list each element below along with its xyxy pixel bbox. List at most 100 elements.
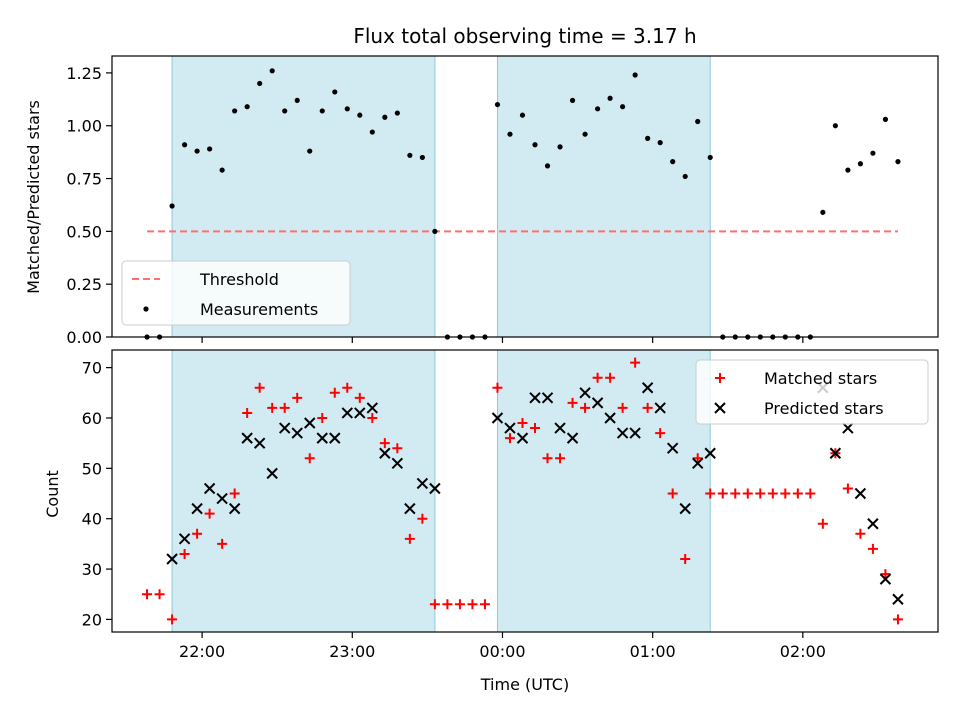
matched-star-marker [179,548,190,559]
legend-label: Predicted stars [764,399,884,418]
measurement-point [845,167,851,173]
measurement-point [344,106,350,112]
measurement-point [407,152,413,158]
measurement-point [394,110,400,116]
measurement-point [219,167,225,173]
matched-star-marker [580,402,591,413]
bottom-y-tick-label: 30 [82,560,102,579]
legend-box [695,359,929,425]
legend-predicted-swatch [714,402,726,414]
measurement-point [557,144,563,150]
matched-star-marker [142,589,153,600]
measurement-point [307,148,313,154]
bottom-y-tick-label: 20 [82,610,102,629]
measurement-point [820,209,826,215]
bottom-y-tick-label: 40 [82,510,102,529]
legend-label: Threshold [199,270,279,289]
matched-star-marker [655,428,666,439]
predicted-star-marker [679,502,691,515]
matched-star-marker [279,402,290,413]
predicted-star-marker [892,593,904,605]
matched-star-marker [317,412,328,423]
matched-star-marker [780,488,791,499]
matched-star-marker [242,407,253,418]
predicted-star-marker [616,427,629,439]
matched-star-marker [342,382,353,393]
matched-star-marker [229,488,240,499]
top-y-tick-label: 1.25 [66,64,102,83]
measurement-point [532,142,538,148]
matched-star-marker [492,382,503,393]
bottom-shaded-interval-1 [171,349,436,633]
measurement-point [244,104,250,110]
predicted-star-marker [541,392,554,404]
bottom-x-tick-label: 22:00 [179,642,225,661]
measurement-point [519,112,526,118]
measurement-point [645,135,651,141]
predicted-star-marker [579,387,591,399]
measurement-point [194,148,200,154]
predicted-star-marker [429,482,441,495]
matched-star-marker [642,402,653,413]
matched-star-marker [542,453,553,464]
predicted-star-marker [666,442,679,454]
matched-star-marker [467,599,478,610]
matched-star-marker [204,508,215,519]
measurement-point [357,112,363,118]
measurement-point [695,118,701,125]
matched-star-marker [217,538,228,549]
matched-star-marker [792,488,803,499]
predicted-star-marker [329,432,341,444]
predicted-star-marker [404,502,416,515]
predicted-star-marker [829,447,842,459]
matched-star-marker [567,397,578,408]
predicted-star-marker [216,492,228,505]
top-y-tick-label: 0.50 [66,222,102,241]
predicted-star-marker [641,382,654,394]
matched-star-marker [517,418,528,429]
matched-star-marker [267,402,278,413]
matched-star-marker [892,614,903,625]
measurement-point [332,89,338,95]
matched-star-marker [767,488,778,499]
measurement-point [544,163,551,169]
legend-box [121,260,351,326]
measurement-point [882,116,889,122]
matched-star-marker [479,599,490,610]
matched-star-marker [867,543,878,554]
predicted-star-marker [654,402,666,414]
predicted-star-marker [867,518,879,530]
predicted-star-marker [504,422,516,434]
bottom-y-tick-label: 60 [82,409,102,428]
measurement-point [432,228,438,234]
predicted-star-marker [566,432,579,444]
predicted-star-marker [316,432,328,444]
matched-star-marker [304,453,315,464]
measurement-point [857,161,864,167]
matched-star-marker [630,357,641,368]
matched-star-marker [417,513,428,524]
legend-label: Measurements [200,300,318,319]
measurement-point [494,101,501,108]
measurement-point [207,146,213,152]
measurement-point [870,150,876,156]
matched-star-marker [705,488,716,499]
matched-star-marker [617,402,628,413]
matched-star-marker [404,533,415,544]
matched-star-marker [880,569,891,580]
top-y-axis-label: Matched/Predicted stars [24,100,43,294]
measurement-point [632,72,638,78]
matched-star-marker [817,518,828,529]
predicted-star-marker [692,457,704,470]
top-y-tick-label: 1.00 [66,117,102,136]
predicted-star-marker [291,427,303,439]
matched-star-marker [842,483,853,494]
predicted-star-marker [491,412,504,424]
matched-star-marker [855,528,866,539]
bottom-x-tick-label: 02:00 [780,642,826,661]
matched-star-marker [192,528,203,539]
matched-star-marker [429,599,440,610]
measurement-point [569,97,576,103]
predicted-star-marker [279,422,291,434]
measurement-point [181,142,188,148]
